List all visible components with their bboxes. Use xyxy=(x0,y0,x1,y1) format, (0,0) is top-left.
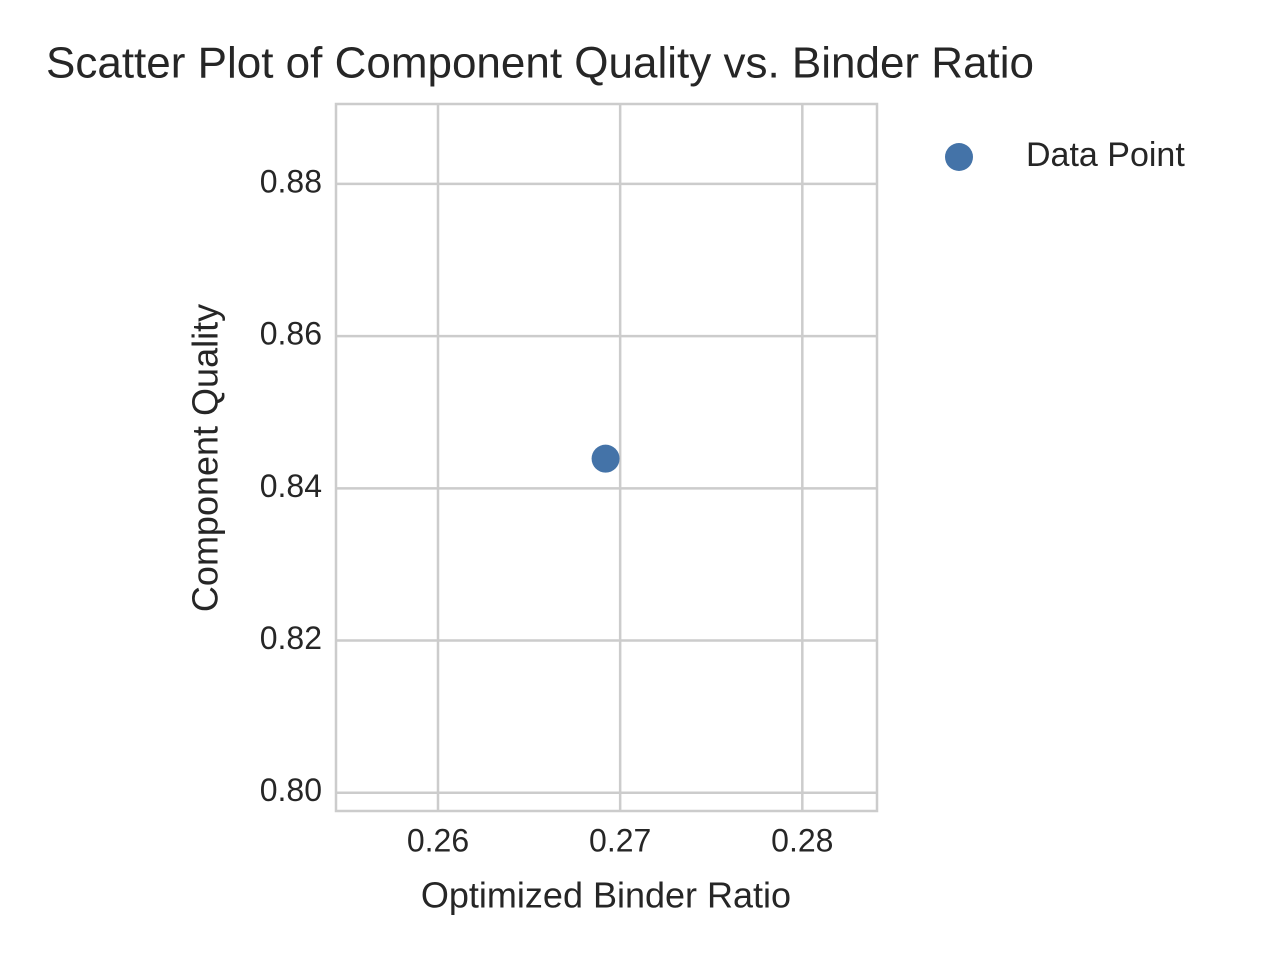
x-tick-label: 0.27 xyxy=(589,822,651,858)
y-axis-label: Component Quality xyxy=(185,304,226,612)
y-tick-label: 0.82 xyxy=(260,620,322,656)
chart-title: Scatter Plot of Component Quality vs. Bi… xyxy=(46,39,1034,88)
y-tick-label: 0.80 xyxy=(260,772,322,808)
plot-frame xyxy=(334,102,879,813)
x-axis-label: Optimized Binder Ratio xyxy=(421,875,791,916)
y-tick-label: 0.88 xyxy=(260,163,322,199)
legend-marker xyxy=(945,143,973,171)
y-tick-label: 0.84 xyxy=(260,468,322,504)
x-tick-label: 0.28 xyxy=(771,822,833,858)
data-point xyxy=(591,444,620,473)
y-tick-label: 0.86 xyxy=(260,316,322,352)
x-tick-label: 0.26 xyxy=(407,822,469,858)
legend-label: Data Point xyxy=(1026,136,1185,174)
